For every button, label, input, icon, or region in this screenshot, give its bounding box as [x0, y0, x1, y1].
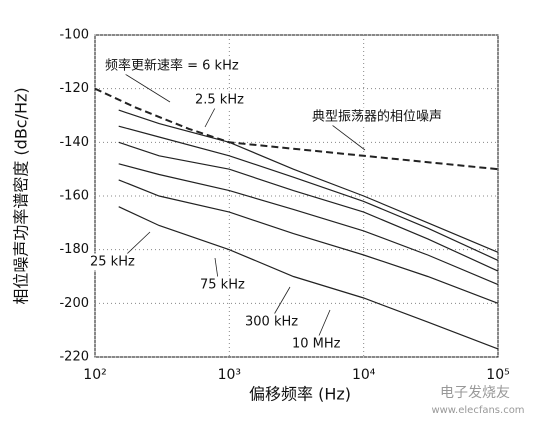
series-line — [118, 109, 499, 253]
series-label: 300 kHz — [245, 315, 298, 330]
y-tick-label: -100 — [59, 28, 89, 43]
label-bg — [88, 253, 137, 271]
series-line — [118, 179, 499, 304]
x-tick-label: 10⁵ — [486, 367, 509, 383]
series-line — [94, 87, 499, 171]
label-bg — [198, 276, 247, 294]
y-tick-label: -160 — [59, 189, 89, 204]
leader-line — [204, 107, 216, 128]
series-line — [118, 141, 499, 272]
series-label: 2.5 kHz — [195, 93, 244, 108]
series-label: 10 MHz — [292, 337, 341, 352]
x-tick-label: 10⁴ — [352, 367, 376, 383]
series-line — [118, 206, 499, 350]
series-line — [118, 163, 499, 286]
series-label: 典型振荡器的相位噪声 — [312, 109, 442, 125]
series-line — [118, 125, 499, 261]
watermark: www.elecfans.com — [431, 405, 524, 416]
y-tick-label: -120 — [59, 81, 89, 96]
y-tick-label: -180 — [59, 242, 89, 257]
series-label: 25 kHz — [90, 255, 135, 270]
leader-line — [124, 73, 171, 103]
y-axis-label: 相位噪声功率谱密度 (dBc/Hz) — [12, 87, 31, 304]
label-bg — [290, 335, 343, 353]
x-tick-label: 10² — [83, 367, 106, 383]
y-tick-label: -140 — [59, 135, 89, 150]
x-tick-label: 10³ — [218, 367, 241, 383]
label-bg — [243, 313, 301, 331]
label-bg — [103, 56, 241, 75]
y-tick-label: -200 — [59, 296, 89, 311]
leader-line — [331, 124, 366, 151]
label-bg — [193, 91, 247, 109]
y-tick-label: -220 — [59, 350, 89, 365]
series-label: 75 kHz — [200, 278, 245, 293]
watermark: 电子发烧友 — [440, 385, 510, 401]
x-axis-label: 偏移频率 (Hz) — [249, 385, 351, 404]
series-label: 频率更新速率 = 6 kHz — [105, 58, 239, 74]
label-bg — [310, 107, 445, 126]
